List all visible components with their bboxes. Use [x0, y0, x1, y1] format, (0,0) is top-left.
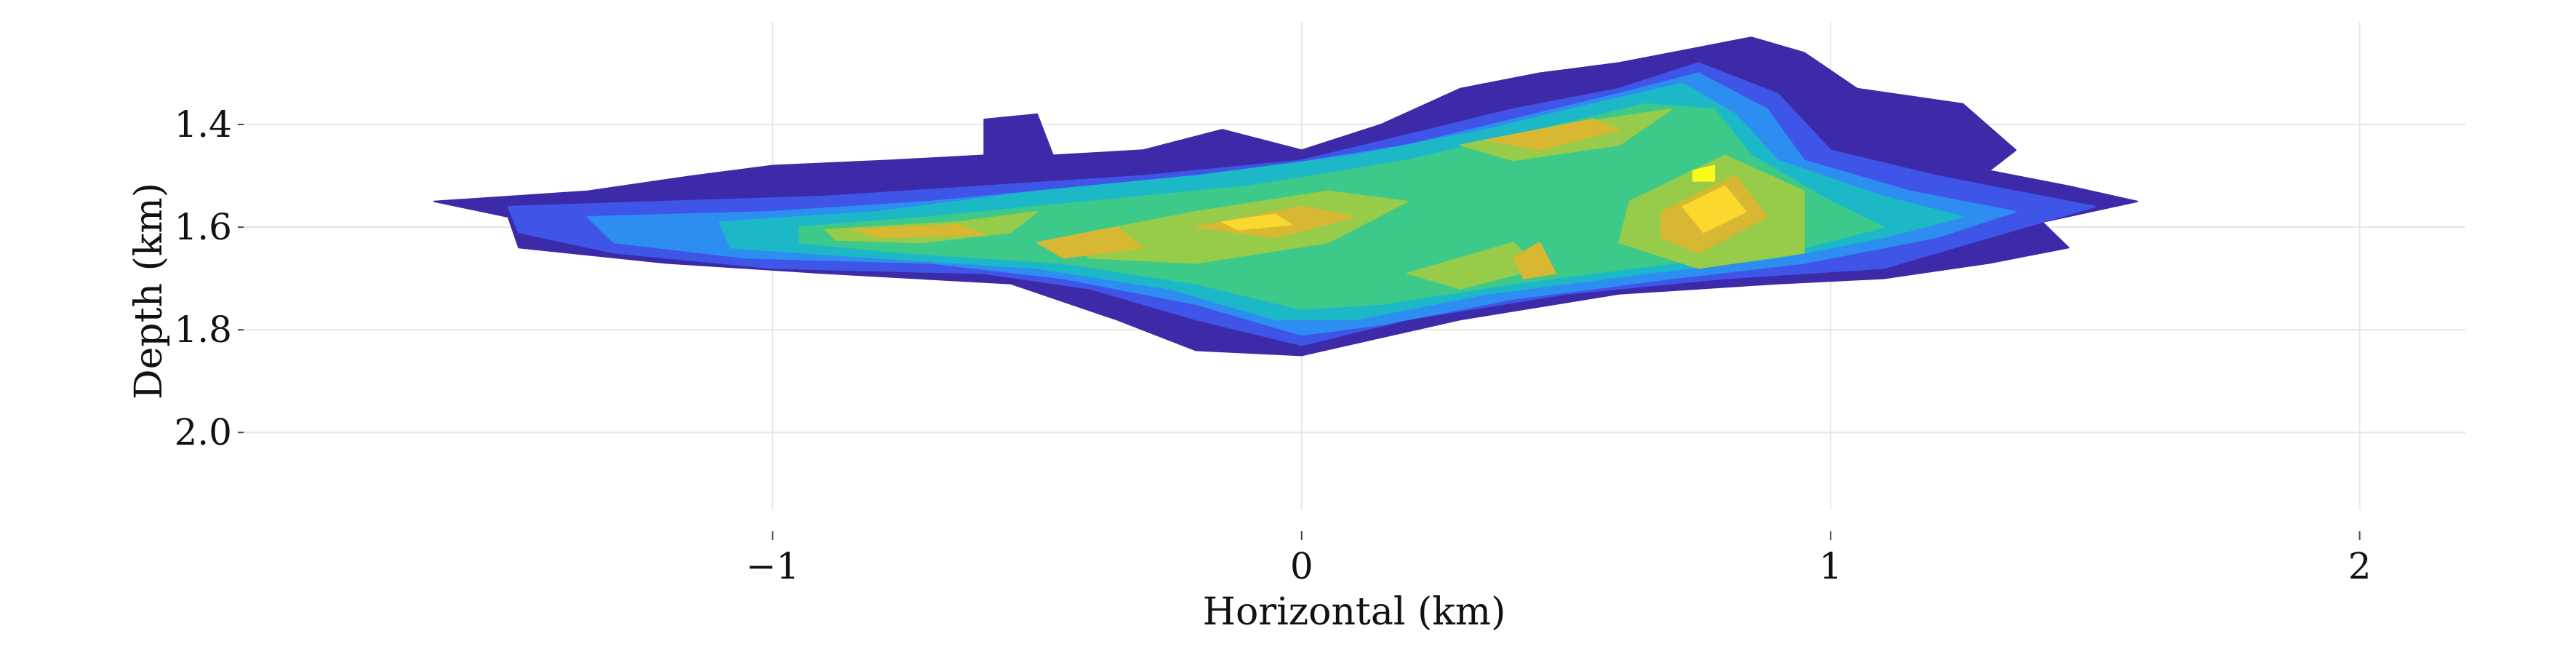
x-tick-label: 1: [1819, 545, 1842, 587]
x-tick-label: 0: [1290, 545, 1313, 587]
contour-level-8: [1692, 164, 1716, 182]
contour-level-6: [1486, 119, 1620, 151]
y-axis-label: Depth (km): [127, 183, 171, 400]
x-axis-label: Horizontal (km): [1203, 590, 1506, 634]
contour-level-7: [1221, 213, 1292, 231]
x-tick-label: 2: [2348, 545, 2372, 587]
contour-level-6: [1036, 226, 1144, 259]
x-tick-label: −1: [746, 545, 800, 587]
y-tick-label: 2.0: [174, 411, 232, 453]
y-tick-label: 1.6: [174, 206, 232, 248]
contour-level-6: [1512, 242, 1556, 279]
contour-level-6: [851, 223, 985, 239]
axis-ticks: −1 0 1 2 1.4 1.6 1.8 2.0: [174, 103, 2371, 587]
contour-level-7: [1681, 185, 1747, 234]
contour-field: [433, 36, 2138, 357]
y-tick-label: 1.4: [174, 103, 232, 146]
y-tick-label: 1.8: [174, 309, 232, 351]
